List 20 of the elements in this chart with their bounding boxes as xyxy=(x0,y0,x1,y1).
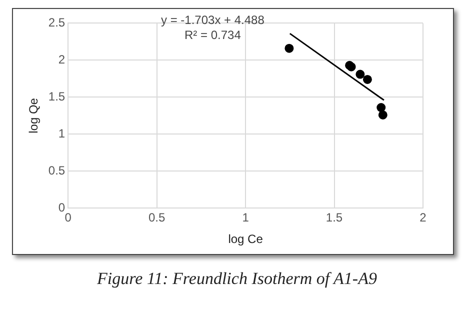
x-tick-label: 1 xyxy=(242,210,250,225)
y-tick-label: 0.5 xyxy=(48,164,66,178)
annotation: y = -1.703x + 4.488 xyxy=(161,13,264,28)
y-tick-label: 2.5 xyxy=(48,16,66,30)
y-tick-label: 1 xyxy=(58,126,66,141)
caption: Figure 11: Freundlich Isotherm of A1-A9 xyxy=(96,269,378,289)
x-axis-title: log Ce xyxy=(228,232,264,246)
y-tick-label: 1.5 xyxy=(48,90,66,104)
x-tick-label: 0.5 xyxy=(148,210,166,225)
y-tick-label: 0 xyxy=(58,200,66,215)
point xyxy=(356,70,365,79)
y-axis-title: log Qe xyxy=(26,98,41,134)
point xyxy=(284,44,294,53)
point xyxy=(362,74,372,84)
point xyxy=(378,110,388,120)
x-tick-label: 1.5 xyxy=(326,210,343,225)
point xyxy=(376,103,386,112)
x-tick-label: 2 xyxy=(420,210,427,225)
annotation: R² = 0.734 xyxy=(184,28,242,43)
y-tick-label: 2 xyxy=(58,52,66,67)
